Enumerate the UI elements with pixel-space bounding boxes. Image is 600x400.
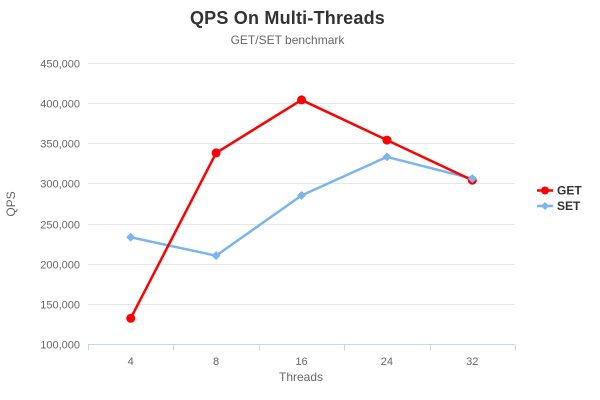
series-line-get	[129, 98, 474, 320]
legend-label: SET	[557, 199, 581, 213]
legend-label: GET	[557, 184, 582, 198]
x-tick-label: 32	[466, 356, 478, 368]
y-axis-title: QPS	[4, 191, 18, 216]
x-tick-label: 4	[128, 356, 134, 368]
y-tick-label: 200,000	[40, 260, 80, 272]
y-tick-label: 400,000	[40, 99, 80, 111]
data-point-set	[211, 251, 221, 261]
y-tick-label: 100,000	[40, 340, 80, 352]
x-tick-label: 24	[381, 356, 393, 368]
y-tick-label: 150,000	[40, 300, 80, 312]
data-point-set	[126, 232, 136, 242]
series-lines	[129, 98, 474, 320]
data-point-get	[297, 95, 306, 105]
x-axis-title: Threads	[279, 370, 323, 384]
legend-item-get[interactable]: GET	[537, 184, 582, 198]
chart-subtitle: GET/SET benchmark	[230, 33, 345, 47]
y-tick-label: 450,000	[40, 59, 80, 71]
x-axis: 4 8 16 24 32	[88, 344, 516, 368]
data-point-set	[467, 174, 477, 184]
data-point-get	[126, 313, 136, 323]
data-point-get	[211, 148, 221, 158]
gridlines	[88, 63, 515, 345]
data-point-set	[297, 190, 306, 200]
series-markers	[126, 95, 477, 323]
y-axis: 100,000 150,000 200,000 250,000 300,000 350,0…	[40, 59, 80, 352]
legend-item-set[interactable]: SET	[537, 199, 581, 213]
x-tick-label: 16	[295, 356, 307, 368]
chart-title: QPS On Multi-Threads	[189, 8, 385, 28]
y-tick-label: 300,000	[40, 179, 80, 191]
y-tick-label: 250,000	[40, 220, 80, 232]
data-point-get	[382, 135, 392, 145]
x-tick-label: 8	[213, 356, 219, 368]
series-line-set	[129, 155, 474, 257]
data-point-set	[382, 152, 392, 162]
legend-marker-diamond-icon	[541, 202, 549, 210]
legend-marker-circle-icon	[541, 186, 549, 195]
y-tick-label: 350,000	[40, 139, 80, 151]
